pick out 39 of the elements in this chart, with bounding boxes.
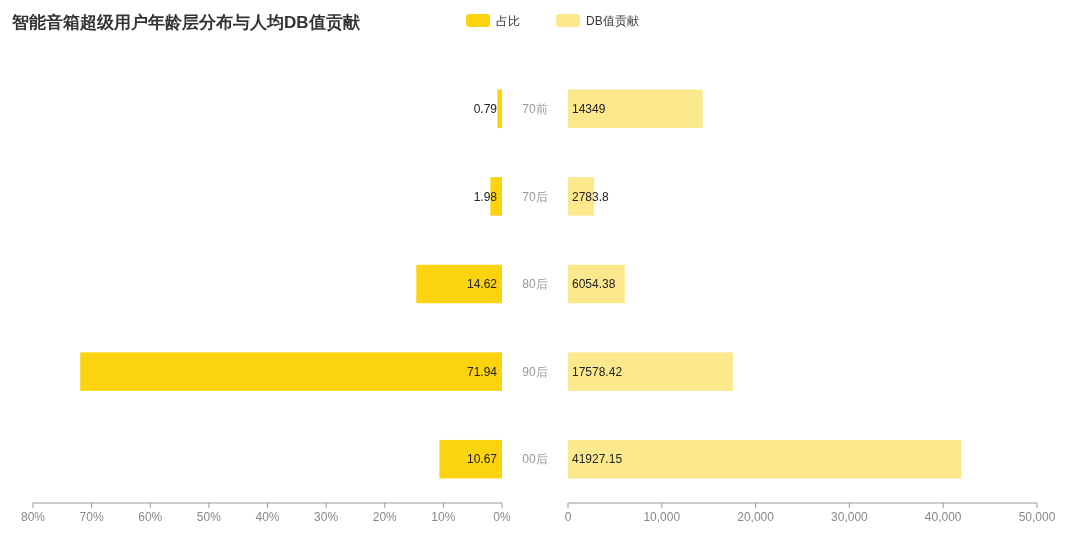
- data-label: 2783.8: [572, 189, 610, 204]
- bar: [80, 352, 502, 391]
- x-tick-label: 0: [564, 510, 572, 525]
- x-tick-label: 40%: [255, 510, 280, 525]
- legend-label: 占比: [496, 13, 520, 28]
- data-label: 17578.42: [572, 364, 623, 379]
- data-label: 71.94: [466, 364, 498, 379]
- data-label: 6054.38: [572, 277, 616, 292]
- x-tick-label: 50%: [196, 510, 222, 525]
- y-tick-label: 70后: [522, 189, 548, 204]
- x-tick-label: 60%: [138, 510, 163, 525]
- data-label: 14349: [572, 102, 606, 116]
- bar: [568, 352, 733, 391]
- data-label: 41927.15: [572, 452, 623, 467]
- bar: [439, 439, 502, 479]
- x-tick-label: 70%: [79, 510, 104, 525]
- y-tick-label: 80后: [522, 277, 548, 292]
- x-tick-label: 20%: [372, 510, 398, 525]
- bar: [568, 89, 703, 129]
- bar: [497, 89, 502, 129]
- x-tick-label: 10%: [431, 510, 456, 525]
- data-label: 10.67: [466, 452, 498, 467]
- x-tick-label: 30%: [314, 510, 339, 525]
- x-tick-label: 50,000: [1018, 510, 1056, 525]
- bar: [568, 439, 962, 479]
- legend-label: DB值贡献: [586, 13, 639, 28]
- y-tick-label: 70前: [522, 102, 548, 116]
- x-tick-label: 20,000: [737, 510, 775, 525]
- x-tick-label: 40,000: [924, 510, 962, 525]
- x-tick-label: 0%: [493, 510, 511, 525]
- x-tick-label: 30,000: [831, 510, 869, 525]
- data-label: 14.62: [466, 277, 498, 292]
- x-tick-label: 80%: [20, 510, 46, 525]
- bar: [416, 264, 502, 304]
- y-tick-label: 00后: [522, 452, 548, 467]
- y-tick-label: 90后: [522, 364, 548, 379]
- data-label: 0.79: [473, 102, 498, 116]
- chart-title: 智能音箱超级用户年龄层分布与人均DB值贡献: [11, 13, 361, 32]
- x-tick-label: 10,000: [643, 510, 681, 525]
